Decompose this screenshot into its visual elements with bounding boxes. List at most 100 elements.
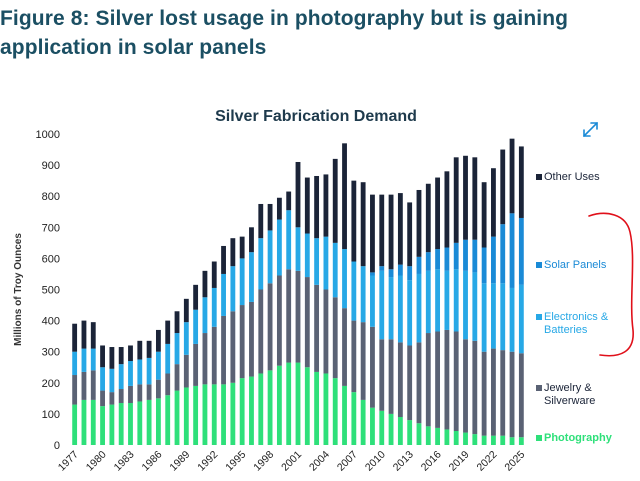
- bar-segment: [463, 339, 468, 433]
- x-tick-label: 2001: [279, 449, 304, 474]
- bar-segment: [491, 168, 496, 237]
- bar-segment: [444, 247, 450, 271]
- bar-segment: [230, 238, 236, 267]
- bar-segment: [472, 434, 478, 445]
- bar-segment: [90, 370, 96, 400]
- bar-segment: [165, 343, 171, 374]
- bar-segment: [100, 406, 105, 446]
- bar-segment: [379, 270, 385, 340]
- bar-segment: [397, 275, 403, 343]
- y-tick-label: 900: [42, 160, 60, 172]
- chart-title: Silver Fabrication Demand: [215, 108, 417, 125]
- bar-segment: [472, 157, 478, 240]
- bar-segment: [81, 348, 87, 372]
- bar-segment: [351, 392, 357, 445]
- bar-segment: [444, 171, 450, 248]
- bar-segment: [239, 305, 245, 379]
- bar-segment: [435, 249, 441, 270]
- bar-segment: [304, 367, 310, 445]
- y-tick-label: 1000: [36, 129, 60, 141]
- bar-segment: [425, 333, 431, 427]
- y-tick-label: 600: [42, 253, 60, 265]
- bar-segment: [90, 322, 96, 349]
- bar-segment: [304, 277, 310, 368]
- bar-segment: [183, 298, 189, 323]
- bar-segment: [379, 266, 385, 271]
- bar-segment: [230, 266, 236, 312]
- x-tick-label: 2004: [307, 449, 332, 474]
- expand-arrows-icon[interactable]: [583, 122, 598, 137]
- bar-segment: [90, 348, 96, 371]
- bar-segment: [211, 287, 217, 327]
- legend-label: Solar Panels: [544, 259, 607, 271]
- bar-segment: [118, 389, 124, 404]
- y-axis-ticks: 0 100 200 300 400 500 600 700 800 900 1000: [36, 129, 60, 452]
- bar-segment: [276, 219, 282, 276]
- bar-segment: [388, 339, 394, 414]
- bar-segment: [453, 331, 459, 432]
- bar-segment: [435, 269, 441, 332]
- bar-segment: [174, 333, 180, 365]
- bar-segment: [323, 373, 329, 445]
- bar-segment: [183, 387, 189, 445]
- x-tick-label: 1983: [112, 449, 137, 474]
- bar-segment: [286, 269, 292, 363]
- bar-segment: [174, 390, 180, 445]
- bar-segment: [109, 347, 115, 369]
- bar-segment: [100, 345, 105, 368]
- x-tick-label: 2022: [475, 449, 500, 474]
- bar-segment: [137, 401, 143, 445]
- bar-segment: [137, 359, 143, 385]
- bar-segment: [211, 261, 217, 288]
- bar-segment: [388, 413, 394, 445]
- bar-segment: [286, 210, 292, 270]
- bar-segment: [416, 423, 422, 445]
- x-tick-label: 2016: [419, 449, 444, 474]
- bar-segment: [463, 432, 468, 445]
- bar-segment: [202, 384, 208, 445]
- bar-segment: [128, 403, 133, 445]
- bar-segment: [500, 435, 506, 445]
- x-tick-label: 2007: [335, 449, 360, 474]
- bar-segment: [249, 252, 254, 302]
- bar-segment: [276, 275, 282, 366]
- bar-segment: [407, 202, 413, 267]
- y-tick-label: 0: [54, 440, 60, 452]
- bar-segment: [463, 155, 468, 240]
- bar-segment: [435, 177, 441, 250]
- x-tick-label: 1977: [56, 449, 81, 474]
- bar-segment: [239, 236, 245, 259]
- x-tick-label: 2013: [391, 449, 416, 474]
- bar-segment: [407, 280, 413, 346]
- bar-segment: [72, 375, 78, 405]
- bar-segment: [193, 343, 199, 386]
- bar-segment: [370, 194, 375, 273]
- legend-label: Other Uses: [544, 171, 600, 183]
- bar-stacks: [72, 138, 524, 446]
- bar-segment: [276, 197, 282, 220]
- bar-segment: [472, 239, 478, 273]
- bar-segment: [221, 273, 226, 316]
- bar-segment: [388, 194, 394, 270]
- bar-segment: [314, 284, 320, 372]
- x-tick-label: 2025: [502, 449, 527, 474]
- bar-segment: [397, 264, 403, 276]
- y-tick-label: 200: [42, 378, 60, 390]
- bar-segment: [230, 382, 236, 445]
- bar-segment: [444, 270, 450, 330]
- bar-segment: [109, 368, 115, 393]
- bar-segment: [416, 342, 422, 424]
- bar-segment: [258, 289, 264, 374]
- bar-segment: [72, 351, 78, 376]
- x-axis-ticks: 1977 1980 1983 1986 1989 1992 1995 1998 2001 2004…: [56, 449, 528, 474]
- bar-segment: [379, 410, 385, 445]
- bar-segment: [128, 361, 133, 386]
- bar-segment: [407, 345, 413, 421]
- bar-segment: [314, 371, 320, 445]
- bar-segment: [342, 143, 347, 250]
- legend-label: Electronics & Batteries: [544, 311, 609, 336]
- bar-segment: [472, 340, 478, 435]
- bar-segment: [370, 275, 375, 327]
- legend-swatch: [536, 262, 542, 268]
- bar-segment: [276, 365, 282, 445]
